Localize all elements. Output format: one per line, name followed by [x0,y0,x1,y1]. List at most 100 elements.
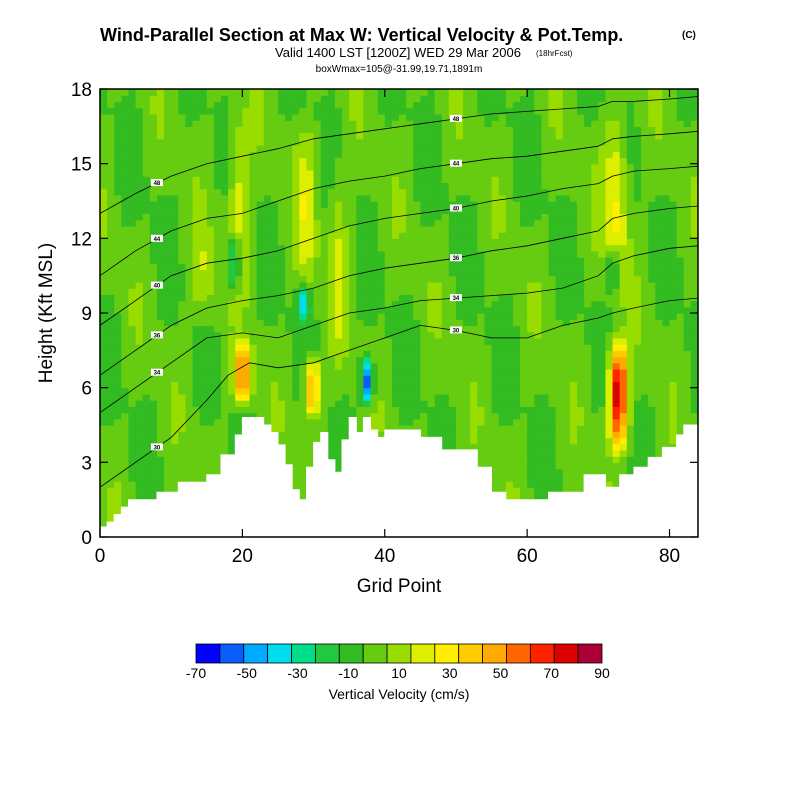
velocity-cell [427,319,436,327]
velocity-cell [413,387,421,395]
velocity-cell [413,244,421,252]
velocity-cell [569,449,578,457]
velocity-cell [420,331,429,339]
velocity-cell [562,431,571,439]
velocity-cell [641,344,649,351]
velocity-cell [156,163,165,171]
velocity-cell [598,319,607,327]
velocity-cell [178,194,187,202]
velocity-cell [463,232,471,239]
velocity-cell [562,257,571,264]
velocity-cell [171,393,179,401]
velocity-cell [690,362,698,370]
velocity-cell [434,418,443,426]
velocity-cell [299,294,308,302]
velocity-cell [221,393,229,401]
velocity-cell [270,163,279,171]
velocity-cell [221,269,229,277]
velocity-cell [206,362,215,370]
velocity-cell [477,344,486,351]
velocity-cell [299,406,308,414]
velocity-cell [242,393,251,401]
velocity-cell [199,288,208,295]
velocity-cell [512,375,521,383]
velocity-cell [626,387,635,395]
velocity-cell [477,437,486,445]
velocity-cell [619,449,628,457]
velocity-cell [612,406,621,414]
velocity-cell [605,412,614,420]
velocity-cell [270,300,279,308]
velocity-cell [135,362,144,370]
velocity-cell [256,207,265,215]
velocity-cell [285,443,293,451]
velocity-cell [463,387,471,395]
velocity-cell [448,213,457,221]
velocity-cell [441,263,450,271]
velocity-cell [612,449,621,457]
velocity-cell [676,350,685,358]
velocity-cell [270,362,279,370]
velocity-cell [406,281,414,289]
velocity-cell [420,244,429,252]
velocity-cell [256,319,265,327]
velocity-cell [334,219,343,227]
velocity-cell [491,462,500,470]
velocity-cell [363,300,372,308]
velocity-cell [285,387,293,395]
velocity-cell [128,263,137,271]
velocity-cell [534,281,542,289]
velocity-cell [548,468,557,476]
velocity-cell [441,344,450,351]
velocity-cell [107,300,115,308]
velocity-cell [270,350,279,358]
velocity-cell [185,244,194,252]
velocity-cell [100,294,108,302]
velocity-cell [199,449,208,457]
velocity-cell [420,300,429,308]
velocity-cell [164,462,172,470]
velocity-cell [342,387,350,395]
velocity-cell [164,269,172,277]
velocity-cell [491,337,500,345]
velocity-cell [199,319,208,327]
velocity-cell [477,331,486,339]
velocity-cell [334,238,343,246]
velocity-cell [527,294,535,302]
velocity-cell [413,232,421,239]
velocity-cell [541,418,550,426]
velocity-cell [256,275,265,283]
velocity-cell [683,201,692,208]
velocity-cell [655,213,664,221]
velocity-cell [576,263,585,271]
velocity-cell [413,319,421,327]
velocity-cell [491,369,500,376]
velocity-cell [562,387,571,395]
velocity-cell [313,176,322,183]
velocity-cell [277,263,286,271]
velocity-cell [413,263,421,271]
velocity-cell [263,232,272,239]
velocity-cell [455,387,464,395]
velocity-cell [171,313,179,320]
velocity-cell [441,238,450,246]
velocity-cell [626,356,635,364]
velocity-cell [633,238,642,246]
velocity-cell [313,294,322,302]
velocity-cell [114,406,122,414]
velocity-cell [199,406,208,414]
velocity-cell [541,201,550,208]
velocity-cell [612,288,621,295]
velocity-cell [555,244,564,252]
velocity-cell [334,375,343,383]
velocity-cell [441,250,450,258]
velocity-cell [562,468,571,476]
velocity-cell [669,319,678,327]
velocity-cell [228,219,236,227]
velocity-cell [520,468,528,476]
velocity-cell [306,306,315,314]
velocity-cell [413,225,421,233]
velocity-cell [256,163,265,171]
velocity-cell [512,393,521,401]
velocity-cell [505,232,514,239]
